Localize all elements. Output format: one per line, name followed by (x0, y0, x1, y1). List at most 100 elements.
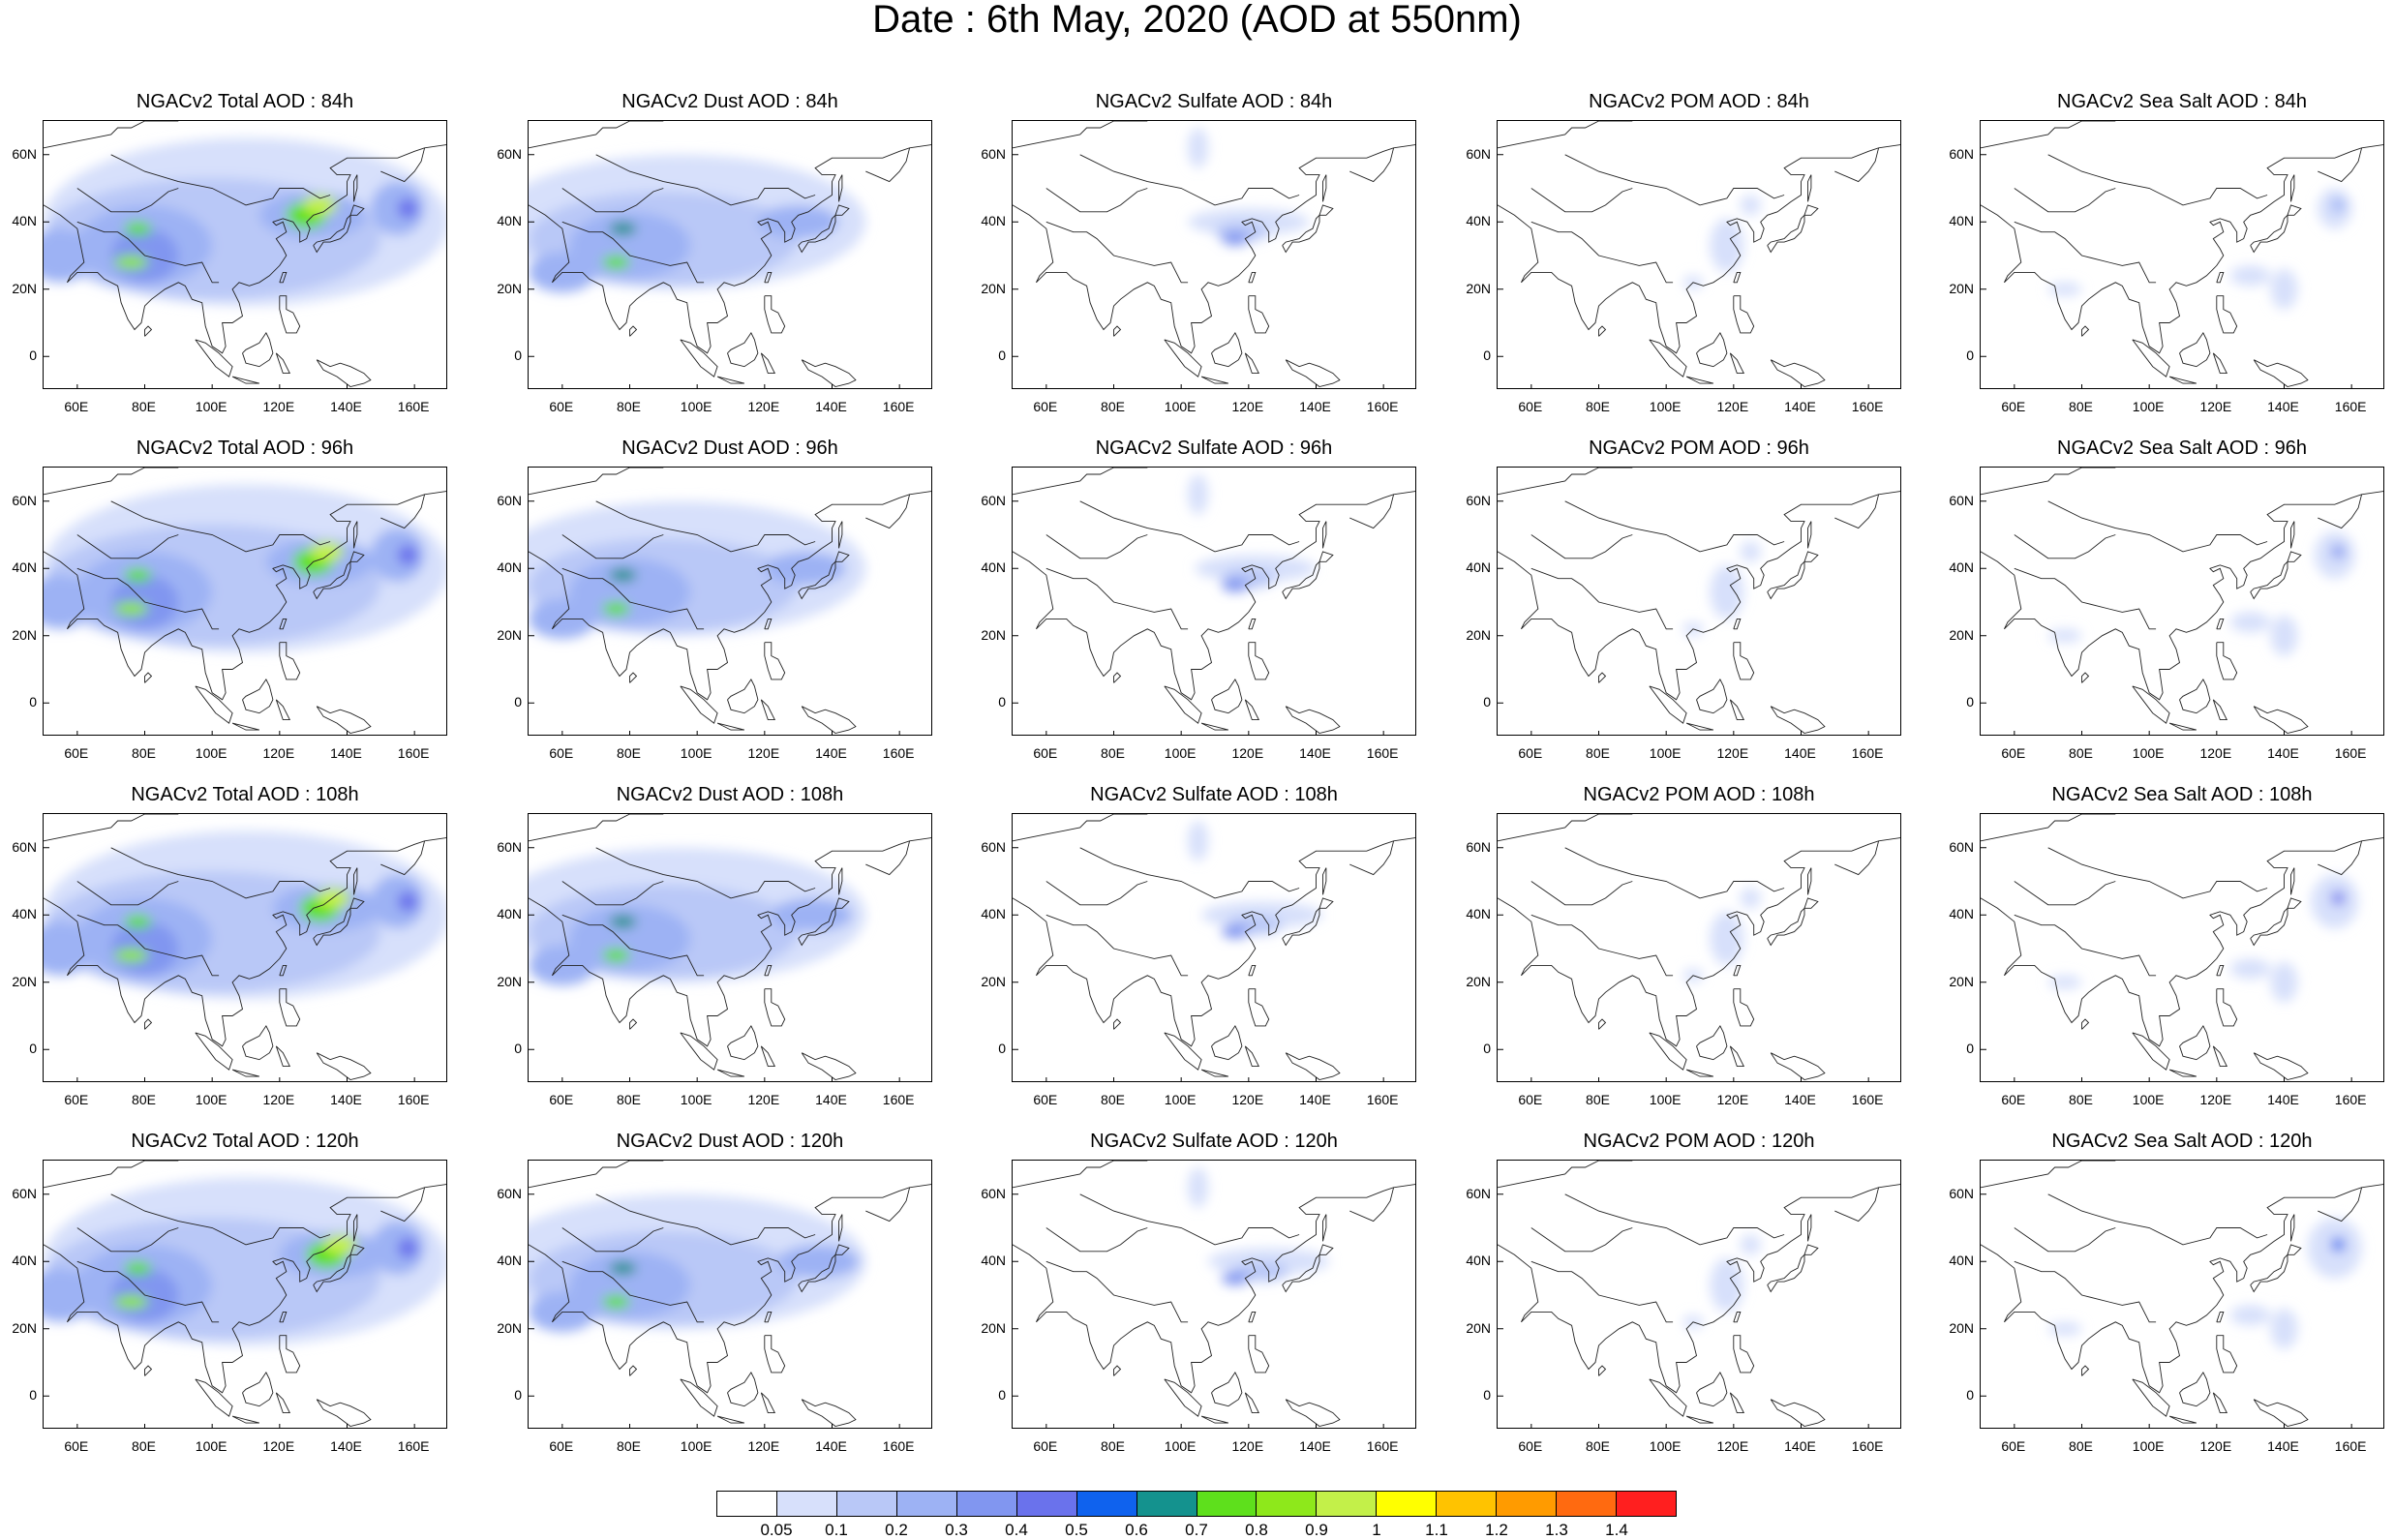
coastline (2014, 881, 2116, 906)
coastline (1349, 494, 1395, 529)
coastline (716, 376, 745, 384)
lon-tick-label: 140E (1299, 1438, 1331, 1454)
coastline (2179, 1025, 2211, 1061)
aod-plume (2229, 265, 2271, 287)
coastline (144, 325, 153, 337)
coastline (2081, 325, 2090, 337)
aod-plume (609, 568, 637, 583)
lon-tick-label: 160E (1366, 1092, 1399, 1107)
coastline (838, 521, 843, 549)
map-panel (528, 1160, 932, 1429)
coastline (798, 560, 836, 600)
lon-tick-label: 160E (397, 1438, 430, 1454)
coastline (279, 271, 288, 284)
lon-tick-label: 80E (132, 1438, 156, 1454)
coastline (1200, 376, 1229, 384)
lon-tick-label: 160E (1851, 745, 1884, 761)
coastline (44, 468, 179, 496)
coastline (1498, 468, 1633, 496)
coastline (1733, 642, 1755, 680)
panel-title: NGACv2 POM AOD : 120h (1583, 1131, 1815, 1152)
panel-title: NGACv2 Dust AOD : 96h (621, 438, 838, 459)
aod-plume (114, 602, 148, 616)
map-panel (43, 467, 447, 736)
coastline (764, 1335, 786, 1374)
coastline (1248, 988, 1270, 1027)
lat-tick-label: 40N (981, 1253, 1006, 1269)
lat-tick-label: 60N (981, 145, 1006, 162)
coastline (279, 642, 301, 680)
coastline (1770, 1052, 1826, 1080)
coastline (76, 914, 220, 977)
colorbar-label: 0.05 (760, 1521, 793, 1539)
coastline (44, 491, 446, 701)
coastline (1045, 1227, 1148, 1253)
coastline (865, 840, 911, 876)
coastline (1803, 204, 1819, 216)
lon-tick-label: 60E (2001, 745, 2026, 761)
lon-tick-label: 60E (64, 745, 89, 761)
lon-tick-label: 80E (1586, 745, 1610, 761)
coastline (1211, 332, 1243, 368)
lat-tick-label: 0 (29, 1041, 37, 1057)
lon-tick-label: 100E (1649, 1092, 1682, 1107)
coastline (1729, 1392, 1745, 1414)
coastline (2132, 1032, 2170, 1071)
panel-title: NGACv2 Sulfate AOD : 96h (1095, 438, 1333, 459)
aod-plume (568, 558, 691, 626)
lat-tick-label: 40N (981, 213, 1006, 229)
coastline (1803, 1244, 1819, 1255)
lat-tick-label: 0 (29, 347, 37, 364)
aod-plume (1710, 218, 1744, 273)
lat-tick-label: 60N (981, 492, 1006, 508)
coastline (2216, 271, 2225, 284)
coastline (1200, 1415, 1229, 1424)
coastline (1045, 914, 1189, 977)
coastline (1729, 699, 1745, 721)
colorbar-label: 1.2 (1485, 1521, 1508, 1539)
lat-tick-label: 20N (1466, 280, 1491, 296)
panel-title: NGACv2 POM AOD : 96h (1589, 438, 1809, 459)
coastline (1696, 1372, 1728, 1407)
coastline (1696, 679, 1728, 714)
coastline (1045, 534, 1148, 559)
coastline (110, 847, 331, 899)
lon-tick-label: 60E (549, 1092, 574, 1107)
lat-tick-label: 60N (1466, 838, 1491, 855)
lon-tick-label: 100E (2132, 1438, 2165, 1454)
coastline (2216, 1335, 2238, 1374)
coastline (44, 121, 179, 149)
coastline (838, 1214, 843, 1242)
lat-tick-label: 0 (998, 347, 1006, 364)
lon-tick-label: 60E (1033, 1438, 1058, 1454)
map-panel (1980, 1160, 2384, 1429)
coastline (1285, 359, 1341, 387)
lat-tick-label: 0 (514, 1387, 522, 1404)
coastline (231, 722, 260, 731)
aod-plume (370, 874, 425, 929)
lon-tick-label: 100E (1164, 1092, 1197, 1107)
lat-tick-label: 60N (1949, 492, 1974, 508)
coastline (2216, 618, 2225, 630)
coastline (2014, 914, 2157, 977)
lon-tick-label: 100E (1649, 745, 1682, 761)
lat-tick-label: 20N (497, 280, 522, 296)
colorbar-box (896, 1492, 957, 1516)
coastline (865, 147, 911, 183)
coastline (1498, 144, 1900, 354)
coastline (2179, 679, 2211, 714)
aod-plume (124, 1261, 152, 1276)
coastline (1013, 837, 1415, 1047)
aod-plume (2229, 1305, 2271, 1326)
coastline (1733, 1311, 1742, 1323)
coastline (716, 1069, 745, 1077)
aod-plume (1740, 1234, 1761, 1255)
lon-tick-label: 160E (1851, 1438, 1884, 1454)
lat-tick-label: 0 (514, 694, 522, 710)
map-panel (1497, 120, 1901, 389)
aod-plume (1740, 888, 1761, 909)
coastline (1981, 491, 2383, 701)
aod-plume (2047, 1321, 2082, 1336)
lon-tick-label: 100E (680, 399, 712, 414)
coastline (1045, 188, 1148, 213)
